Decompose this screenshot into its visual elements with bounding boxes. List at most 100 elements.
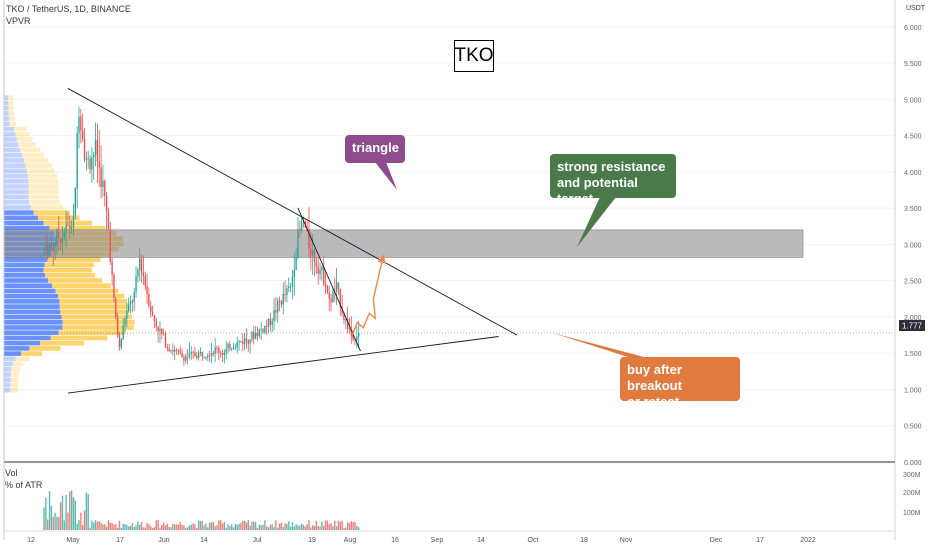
candle-body (50, 245, 53, 247)
price-tick: 2.000 (904, 315, 922, 322)
candle-body (188, 353, 191, 357)
volume-profile-bar (4, 210, 34, 215)
resistance-callout[interactable]: strong resistance and potential target (550, 154, 676, 206)
volume-profile-bar (28, 178, 59, 184)
volume-bar (168, 526, 170, 530)
volume-bar (177, 524, 180, 530)
candle-body (207, 355, 209, 357)
candle-body (278, 300, 281, 302)
candle-body (69, 225, 71, 229)
candle-body (81, 130, 84, 140)
volume-bar (192, 523, 194, 530)
candle-body (139, 258, 141, 270)
volume-bar (280, 522, 283, 530)
candle-body (107, 212, 110, 230)
candle-body (113, 274, 115, 299)
volume-bar (157, 520, 159, 530)
candle-body (326, 286, 329, 293)
candle-body (183, 357, 185, 361)
volume-bar (229, 526, 231, 530)
volume-bar (126, 524, 128, 530)
candle-body (151, 311, 154, 316)
indicator-label[interactable]: VPVR (6, 16, 31, 26)
volume-title[interactable]: Vol (5, 468, 18, 478)
candle-body (150, 306, 152, 312)
volume-bar (304, 526, 307, 530)
candle-body (100, 167, 102, 187)
volume-profile-bar (50, 335, 108, 341)
volume-profile-bar (43, 267, 93, 273)
volume-bar (142, 527, 145, 530)
price-tick: 3.000 (904, 242, 922, 249)
candle-body (144, 276, 146, 286)
volume-profile-bar (4, 173, 28, 179)
volume-profile-bar (58, 330, 126, 336)
volume-bar (214, 526, 216, 530)
candle-body (133, 292, 135, 302)
volume-bar (162, 522, 165, 530)
candle-body (289, 286, 292, 287)
buy-callout[interactable]: buy after breakout or retest (620, 357, 740, 409)
volume-bars (43, 490, 360, 530)
trendline[interactable] (67, 336, 499, 394)
candle-body (280, 301, 283, 305)
volume-bar (247, 520, 249, 530)
candle-body (300, 222, 303, 231)
title-annotation[interactable]: TKO (454, 40, 494, 72)
volume-profile-bar (48, 278, 103, 283)
time-tick: Sep (431, 537, 444, 544)
candle-body (124, 318, 126, 326)
candle-body (357, 332, 360, 337)
volume-subtitle[interactable]: % of ATR (5, 480, 43, 490)
volume-bar (109, 522, 111, 530)
projection-arrow[interactable] (350, 254, 386, 338)
volume-bar (295, 524, 297, 530)
volume-profile-bar (4, 272, 46, 278)
volume-profile-bar (4, 152, 23, 158)
candle-body (190, 351, 192, 354)
volume-profile-bar (47, 257, 101, 262)
candle-body (197, 353, 200, 358)
candle-body (221, 353, 224, 355)
volume-bar (341, 520, 343, 530)
volume-bar (76, 523, 78, 530)
candle-body (203, 356, 205, 358)
resistance-zone[interactable] (3, 229, 804, 258)
volume-bar (100, 522, 102, 530)
volume-bar (227, 524, 229, 530)
triangle-callout[interactable]: triangle (345, 135, 405, 163)
volume-profile-bar (20, 147, 41, 153)
volume-profile-bar (25, 163, 52, 168)
time-tick: 17 (116, 537, 124, 544)
volume-profile-bar (58, 293, 125, 299)
volume-bar (308, 520, 310, 530)
candle-body (354, 339, 356, 341)
buy-callout-pointer (553, 333, 644, 357)
candle-body (80, 116, 82, 131)
volume-bar (105, 526, 108, 530)
volume-bar (210, 522, 213, 530)
candle-body (146, 285, 148, 295)
volume-bar (234, 523, 237, 530)
time-tick: 14 (200, 537, 208, 544)
candle-body (83, 139, 86, 160)
volume-bar (118, 520, 121, 530)
volume-bar (122, 523, 124, 530)
candle-body (245, 338, 248, 341)
trendline[interactable] (297, 207, 361, 352)
candle-body (341, 307, 343, 314)
candle-body (256, 333, 259, 336)
trendline[interactable] (67, 88, 518, 336)
volume-profile-bar (4, 335, 51, 341)
volume-profile-bar (26, 168, 55, 174)
volume-bar (286, 523, 288, 530)
volume-bar (251, 521, 253, 530)
volume-bar (356, 525, 358, 530)
candle-body (299, 229, 301, 231)
volume-bar (240, 522, 242, 530)
volume-bar (139, 524, 141, 530)
symbol-title[interactable]: TKO / TetherUS, 1D, BINANCE (6, 4, 131, 14)
volume-profile-bar (4, 377, 11, 383)
candle-body (48, 246, 51, 256)
